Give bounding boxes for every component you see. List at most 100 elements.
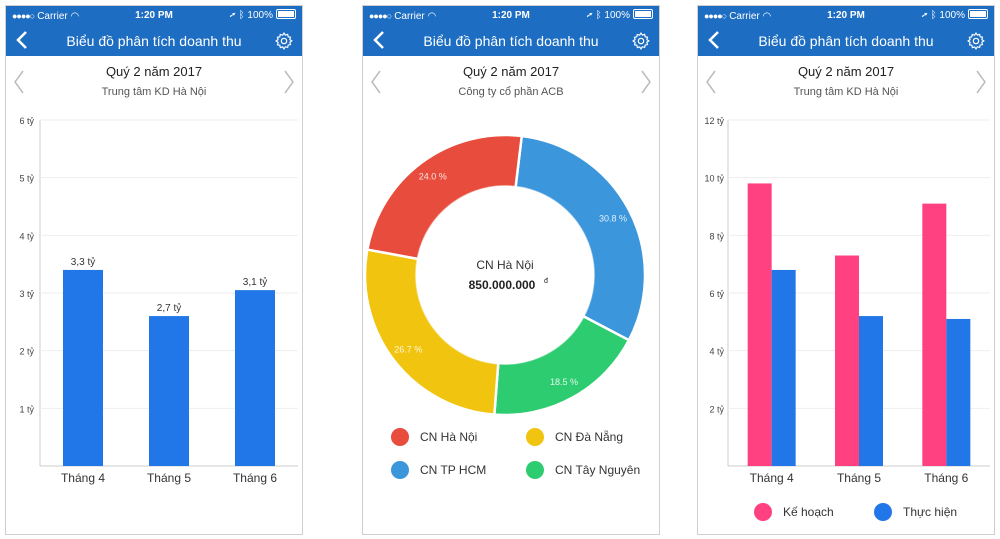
y-tick-label: 10 tỷ — [704, 174, 724, 184]
wifi-icon: ◠ — [762, 11, 772, 22]
x-tick-label: Tháng 6 — [924, 471, 968, 485]
x-tick-label: Tháng 4 — [750, 471, 794, 485]
unit-subtitle: Trung tâm KD Hà Nội — [101, 86, 207, 98]
status-time: 1:20 PM — [827, 10, 865, 21]
carrier-indicator: ●●●●○ Carrier ◠ — [704, 6, 771, 27]
carrier-label: Carrier — [37, 11, 68, 22]
bar-actual-3 — [946, 318, 971, 466]
bar-1 — [63, 269, 103, 466]
previous-arrow-icon[interactable] — [12, 68, 26, 96]
x-tick-label: Tháng 4 — [61, 471, 105, 485]
bluetooth-icon: ᛒ — [238, 10, 245, 21]
bar-3 — [235, 290, 275, 466]
legend-color-dot — [526, 428, 544, 446]
chevron-left-icon[interactable] — [12, 28, 34, 52]
status-time: 1:20 PM — [135, 10, 173, 21]
y-tick-label: 4 tỷ — [709, 347, 724, 357]
gear-icon[interactable] — [631, 31, 651, 51]
legend-label: CN Tây Nguyên — [555, 463, 641, 477]
wifi-icon: ◠ — [427, 11, 437, 22]
legend-color-dot — [526, 461, 544, 479]
battery-icon — [276, 9, 296, 19]
legend-color-dot — [754, 503, 772, 521]
phone-screen-revenue-donut: ●●●●○ Carrier ◠ 1:20 PM ➚ ᛒ 100% Biểu đồ … — [362, 5, 660, 535]
plan-vs-actual-bar-chart: 2 tỷ 4 tỷ 6 tỷ 8 tỷ 10 tỷ 12 tỷ Tháng 4 Tháng 5… — [704, 116, 990, 485]
page-title: Biểu đồ phân tích doanh thu — [758, 33, 934, 49]
location-icon: ➚ — [229, 10, 236, 21]
signal-icon: ●●●●○ — [369, 11, 392, 21]
unit-subtitle: Trung tâm KD Hà Nội — [793, 86, 899, 98]
bar-value-label: 3,1 tỷ — [243, 276, 267, 288]
next-arrow-icon[interactable] — [974, 68, 988, 96]
battery-percent: 100% — [604, 10, 630, 21]
center-value: 850.000.000 — [469, 278, 536, 292]
battery-percent: 100% — [939, 10, 965, 21]
battery-icon — [968, 9, 988, 19]
carrier-label: Carrier — [394, 11, 425, 22]
legend-color-dot — [874, 503, 892, 521]
company-subtitle: Công ty cổ phần ACB — [458, 86, 564, 98]
signal-icon: ●●●●○ — [12, 11, 35, 21]
previous-arrow-icon[interactable] — [704, 68, 718, 96]
donut-slice-3 — [363, 248, 500, 416]
bluetooth-icon: ᛒ — [595, 10, 602, 21]
legend-label: Thực hiện — [903, 505, 958, 519]
next-arrow-icon[interactable] — [282, 68, 296, 96]
gear-icon[interactable] — [274, 31, 294, 51]
phone-screen-revenue-bar: ●●●●○ Carrier ◠ 1:20 PM ➚ ᛒ 100% Biểu đồ … — [5, 5, 303, 535]
x-tick-label: Tháng 6 — [233, 471, 277, 485]
bar-plan-1 — [747, 183, 772, 466]
status-right: ➚ ᛒ 100% — [230, 6, 296, 26]
status-bar: ●●●●○ Carrier ◠ 1:20 PM ➚ ᛒ 100% — [698, 6, 994, 26]
bar-actual-1 — [771, 269, 796, 466]
center-currency-unit: đ — [544, 278, 548, 285]
donut-slice-2 — [493, 314, 631, 417]
signal-icon: ●●●●○ — [704, 11, 727, 21]
period-header: Quý 2 năm 2017 Công ty cổ phần ACB — [363, 56, 659, 108]
status-bar: ●●●●○ Carrier ◠ 1:20 PM ➚ ᛒ 100% — [6, 6, 302, 26]
previous-arrow-icon[interactable] — [369, 68, 383, 96]
page-title: Biểu đồ phân tích doanh thu — [423, 33, 599, 49]
y-tick-label: 5 tỷ — [19, 174, 34, 184]
wifi-icon: ◠ — [70, 11, 80, 22]
legend-label: CN Hà Nội — [420, 430, 478, 444]
status-bar: ●●●●○ Carrier ◠ 1:20 PM ➚ ᛒ 100% — [363, 6, 659, 26]
y-tick-label: 8 tỷ — [709, 231, 724, 241]
quarter-title: Quý 2 năm 2017 — [462, 64, 560, 79]
quarter-title: Quý 2 năm 2017 — [105, 64, 203, 79]
slice-percent-label: 26.7 % — [394, 344, 422, 354]
carrier-indicator: ●●●●○ Carrier ◠ — [369, 6, 436, 27]
period-header: Quý 2 năm 2017 Trung tâm KD Hà Nội — [6, 56, 302, 108]
battery-percent: 100% — [247, 10, 273, 21]
location-icon: ➚ — [921, 10, 928, 21]
bluetooth-icon: ᛒ — [930, 10, 937, 21]
y-tick-label: 12 tỷ — [704, 116, 724, 126]
chevron-left-icon[interactable] — [369, 28, 391, 52]
bar-value-label: 3,3 tỷ — [71, 256, 95, 268]
revenue-bar-chart: 1 tỷ 2 tỷ 3 tỷ 4 tỷ 5 tỷ 6 tỷ 3,3 tỷ Tháng 4 2,7… — [19, 116, 298, 485]
legend-color-dot — [391, 428, 409, 446]
bar-2 — [149, 316, 189, 466]
gear-icon[interactable] — [966, 31, 986, 51]
carrier-label: Carrier — [729, 11, 760, 22]
bar-plan-3 — [922, 203, 947, 466]
legend-label: CN Đà Nẵng — [555, 430, 624, 444]
y-tick-label: 2 tỷ — [709, 404, 724, 414]
donut-slice-1 — [514, 134, 647, 342]
legend-label: CN TP HCM — [420, 463, 487, 477]
page-title: Biểu đồ phân tích doanh thu — [66, 33, 242, 49]
navigation-bar: Biểu đồ phân tích doanh thu — [363, 26, 659, 56]
y-tick-label: 6 tỷ — [19, 116, 34, 126]
y-tick-label: 6 tỷ — [709, 289, 724, 299]
status-right: ➚ ᛒ 100% — [922, 6, 988, 26]
next-arrow-icon[interactable] — [639, 68, 653, 96]
legend-color-dot — [391, 461, 409, 479]
x-tick-label: Tháng 5 — [147, 471, 191, 485]
carrier-indicator: ●●●●○ Carrier ◠ — [12, 6, 79, 27]
navigation-bar: Biểu đồ phân tích doanh thu — [6, 26, 302, 56]
slice-percent-label: 24.0 % — [419, 172, 447, 182]
slice-percent-label: 18.5 % — [550, 377, 578, 387]
chevron-left-icon[interactable] — [704, 28, 726, 52]
x-tick-label: Tháng 5 — [837, 471, 881, 485]
battery-icon — [633, 9, 653, 19]
